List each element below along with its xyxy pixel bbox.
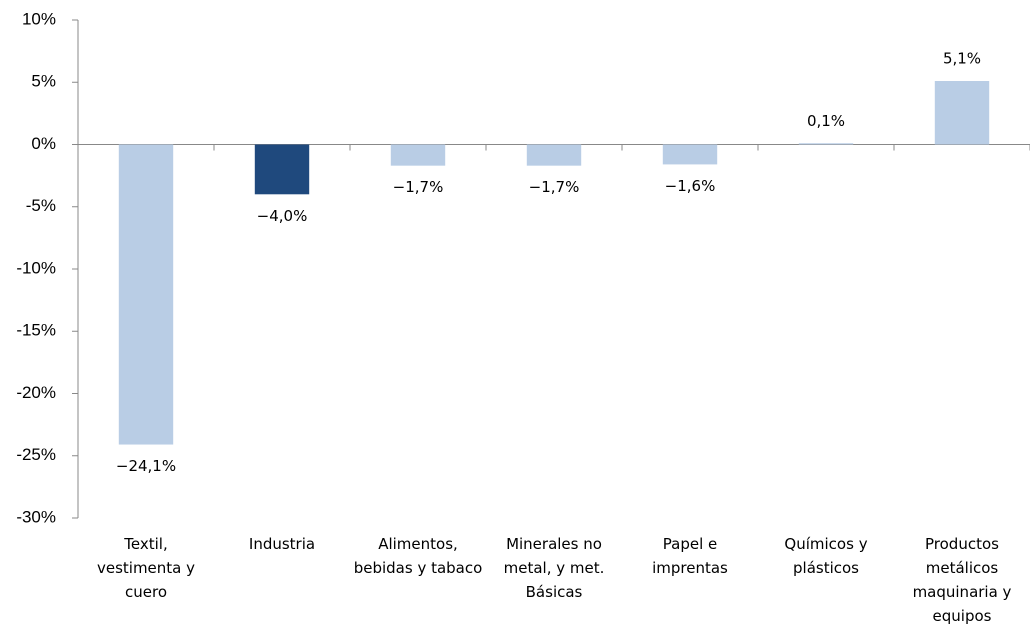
value-label: −1,7% bbox=[393, 178, 444, 196]
value-label: 5,1% bbox=[943, 50, 981, 68]
y-tick-label: -30% bbox=[16, 507, 56, 526]
y-tick-label: 5% bbox=[31, 72, 56, 91]
x-tick-label: Químicos y plásticos bbox=[784, 535, 868, 577]
y-tick-label: -5% bbox=[26, 196, 56, 215]
x-tick-label: Papel e imprentas bbox=[652, 535, 728, 577]
bar bbox=[526, 144, 582, 166]
x-tick-label: Productos metálicos maquinaria y equipos bbox=[912, 535, 1012, 625]
x-tick-label: Alimentos, bebidas y tabaco bbox=[353, 535, 483, 577]
bar bbox=[662, 144, 718, 165]
x-tick-label: Minerales no metal, y met. Básicas bbox=[503, 535, 605, 601]
y-tick-label: 10% bbox=[22, 9, 56, 28]
value-label: −1,6% bbox=[665, 177, 716, 195]
y-tick-label: -15% bbox=[16, 321, 56, 340]
bar bbox=[934, 81, 990, 145]
bar bbox=[254, 144, 310, 195]
y-tick-label: -20% bbox=[16, 383, 56, 402]
y-tick-label: -25% bbox=[16, 445, 56, 464]
bar bbox=[390, 144, 446, 166]
x-tick-label: Industria bbox=[248, 535, 316, 553]
y-tick-label: -10% bbox=[16, 258, 56, 277]
x-tick-label: Textil, vestimenta y cuero bbox=[96, 535, 196, 601]
value-label: 0,1% bbox=[807, 112, 845, 130]
value-label: −24,1% bbox=[116, 457, 176, 475]
bar bbox=[798, 143, 854, 145]
value-label: −1,7% bbox=[529, 178, 580, 196]
y-tick-label: 0% bbox=[31, 134, 56, 153]
bar bbox=[118, 144, 174, 445]
value-label: −4,0% bbox=[257, 207, 308, 225]
